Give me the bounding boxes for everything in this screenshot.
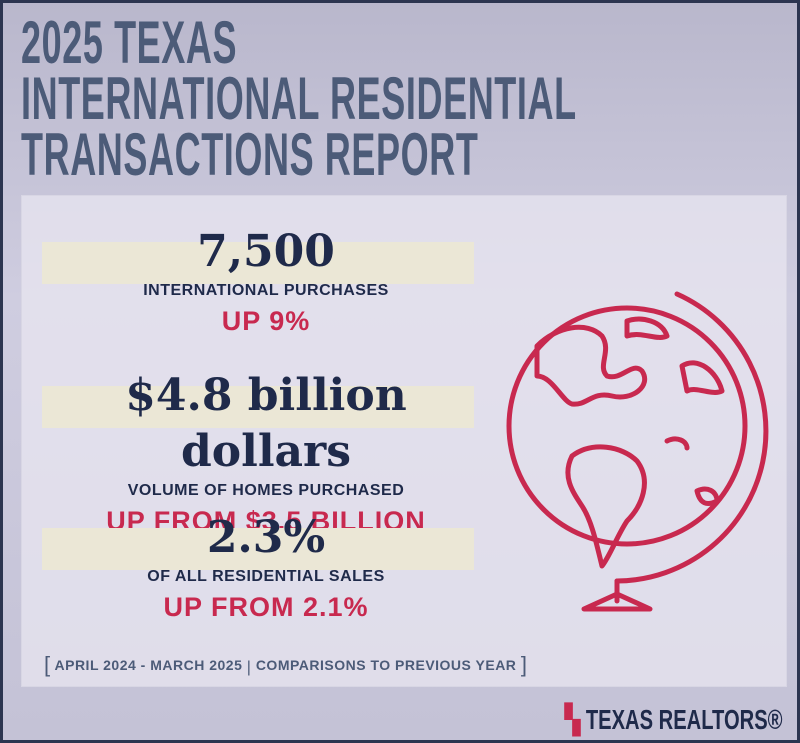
title-line: 2025 TEXAS [21, 9, 238, 76]
comparison: COMPARISONS TO PREVIOUS YEAR [255, 657, 517, 673]
stat: 2.3% OF ALL RESIDENTIAL SALES UP FROM 2.… [42, 510, 490, 626]
stats-panel: 7,500 INTERNATIONAL PURCHASES UP 9% $4.8… [21, 195, 787, 687]
figure: 7,500 [197, 226, 335, 277]
change: UP FROM 2.1% [163, 592, 369, 622]
highlight [42, 528, 474, 570]
title-line: INTERNATIONAL RESIDENTIAL [21, 65, 577, 132]
brand: ▚ TEXAS REALTORS® [565, 703, 783, 736]
footnote: [ APRIL 2024 - MARCH 2025 | COMPARISONS … [44, 652, 528, 677]
figure: 2.3% [206, 512, 326, 563]
logo-mark: ▚ [565, 704, 581, 735]
label: INTERNATIONAL PURCHASES [143, 282, 389, 299]
globe-icon [506, 291, 769, 612]
stat: 7,500 INTERNATIONAL PURCHASES UP 9% [42, 224, 490, 340]
figure: $4.8 billion dollars [125, 370, 407, 477]
label: VOLUME OF HOMES PURCHASED [127, 482, 405, 499]
highlight [42, 386, 474, 428]
change: UP 9% [221, 306, 311, 336]
title-line: TRANSACTIONS REPORT [21, 121, 479, 188]
period: APRIL 2024 - MARCH 2025 [54, 657, 243, 673]
brand-name: TEXAS REALTORS® [586, 704, 783, 735]
highlight [42, 242, 474, 284]
label: OF ALL RESIDENTIAL SALES [147, 568, 385, 585]
